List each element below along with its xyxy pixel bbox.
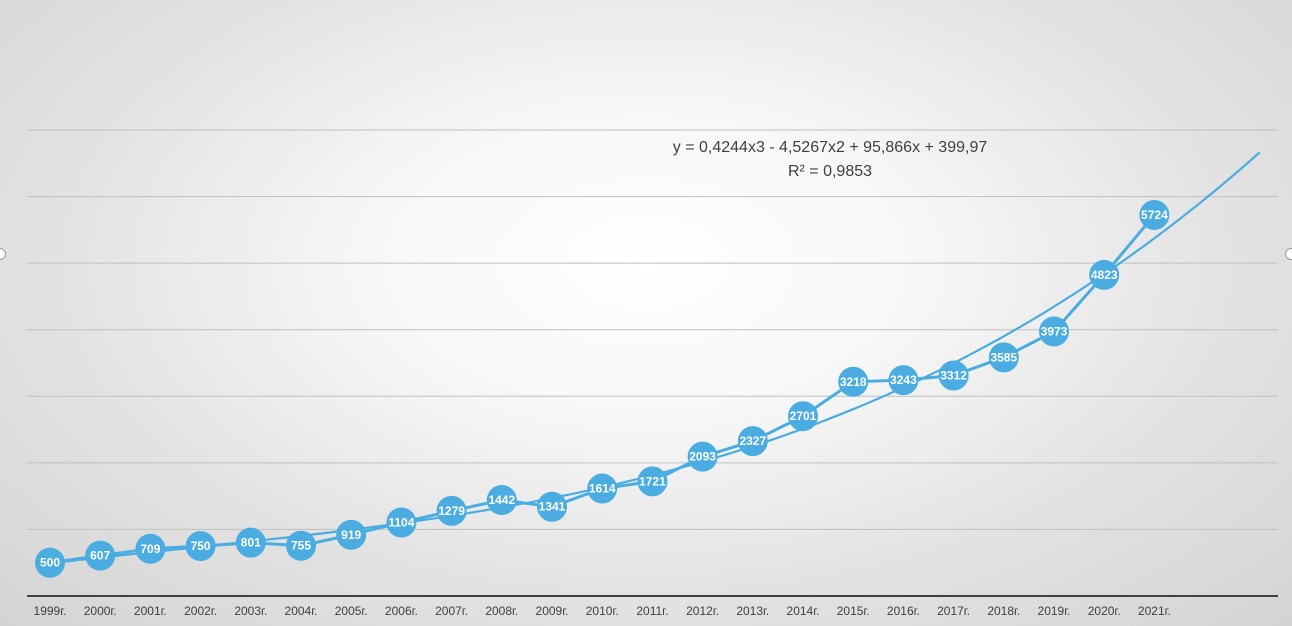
trendline-path — [49, 151, 1261, 565]
data-point-label: 3585 — [990, 350, 1017, 364]
data-point-marker[interactable] — [1139, 199, 1170, 230]
data-point-marker[interactable] — [687, 441, 718, 472]
data-point-marker[interactable] — [135, 533, 166, 564]
x-tick-label: 2000г. — [84, 604, 117, 618]
data-point-label: 750 — [191, 539, 211, 553]
data-point-label: 607 — [90, 549, 110, 563]
x-tick-label: 2001г. — [134, 604, 167, 618]
x-tick-label: 2016г. — [887, 604, 920, 618]
x-tick-label: 2014г. — [787, 604, 820, 618]
data-point-label: 1279 — [438, 504, 465, 518]
x-tick-label: 2009г. — [536, 604, 569, 618]
data-point-label: 4823 — [1091, 268, 1118, 282]
data-points: 500 607 709 750 801 755 919 1104 1279 1442 1341 161… — [35, 199, 1170, 578]
data-point-marker[interactable] — [587, 473, 618, 504]
data-point-marker[interactable] — [1039, 316, 1069, 347]
data-point-marker[interactable] — [386, 507, 417, 538]
data-point-marker[interactable] — [537, 491, 567, 522]
data-point-label: 3312 — [940, 369, 967, 383]
x-tick-label: 2010г. — [586, 604, 619, 618]
trendline — [49, 151, 1261, 565]
data-point-marker[interactable] — [35, 547, 65, 578]
data-point-label: 2093 — [689, 450, 716, 464]
x-tick-label: 2015г. — [837, 604, 870, 618]
data-point-label: 801 — [241, 536, 261, 550]
data-point-label: 1104 — [388, 516, 414, 530]
trendline-equation: y = 0,4244x3 - 4,5267x2 + 95,866x + 399,… — [673, 139, 988, 156]
x-tick-label: 2005г. — [335, 604, 368, 618]
data-point-marker[interactable] — [988, 342, 1019, 373]
data-point-marker[interactable] — [436, 495, 467, 526]
data-point-marker[interactable] — [788, 401, 818, 432]
data-point-marker[interactable] — [1089, 259, 1120, 290]
x-tick-label: 2008г. — [485, 604, 518, 618]
data-point-marker[interactable] — [637, 466, 668, 497]
data-point-label: 1442 — [488, 493, 515, 507]
x-tick-label: 2012г. — [686, 604, 719, 618]
data-point-marker[interactable] — [185, 531, 216, 562]
x-tick-label: 2018г. — [987, 604, 1020, 618]
series-line — [49, 213, 1156, 565]
x-tick-label: 2007г. — [435, 604, 468, 618]
data-point-marker[interactable] — [85, 540, 116, 571]
x-tick-label: 2019г. — [1038, 604, 1071, 618]
data-point-marker[interactable] — [235, 527, 266, 558]
data-point-label: 1341 — [539, 500, 566, 514]
data-point-label: 2327 — [739, 434, 766, 448]
x-tick-label: 2021г. — [1138, 604, 1171, 618]
data-point-label: 500 — [40, 556, 60, 570]
x-tick-label: 1999г. — [34, 604, 67, 618]
data-point-label: 1614 — [589, 482, 616, 496]
resize-handle-right[interactable] — [1285, 248, 1292, 260]
data-point-marker[interactable] — [888, 365, 919, 396]
x-tick-label: 2002г. — [184, 604, 217, 618]
data-point-label: 1721 — [639, 474, 666, 488]
x-tick-label: 2011г. — [636, 604, 668, 618]
data-point-label: 3973 — [1041, 325, 1068, 339]
data-point-label: 2701 — [790, 409, 817, 423]
data-point-label: 3218 — [840, 375, 867, 389]
data-point-marker[interactable] — [336, 519, 367, 550]
data-point-label: 3243 — [890, 373, 917, 387]
data-point-label: 919 — [341, 528, 361, 542]
data-point-marker[interactable] — [486, 485, 517, 516]
x-tick-label: 2013г. — [736, 604, 769, 618]
x-tick-label: 2004г. — [285, 604, 318, 618]
data-point-label: 5724 — [1141, 208, 1168, 222]
x-tick-label: 2006г. — [385, 604, 418, 618]
series-path — [49, 213, 1156, 565]
x-tick-label: 2017г. — [937, 604, 970, 618]
data-point-marker[interactable] — [286, 530, 316, 561]
x-tick-label: 2020г. — [1088, 604, 1121, 618]
x-tick-label: 2003г. — [234, 604, 267, 618]
data-point-marker[interactable] — [737, 426, 768, 457]
data-point-label: 755 — [291, 539, 311, 553]
data-point-marker[interactable] — [938, 360, 969, 391]
gridlines — [27, 129, 1278, 530]
data-point-marker[interactable] — [838, 366, 869, 397]
trendline-r-squared: R² = 0,9853 — [788, 163, 872, 180]
trendline-label[interactable]: y = 0,4244x3 - 4,5267x2 + 95,866x + 399,… — [673, 139, 988, 180]
data-point-label: 709 — [140, 542, 160, 556]
x-tick-labels: 1999г. 2000г. 2001г. 2002г. 2003г. 2004г. 2005… — [34, 604, 1171, 618]
